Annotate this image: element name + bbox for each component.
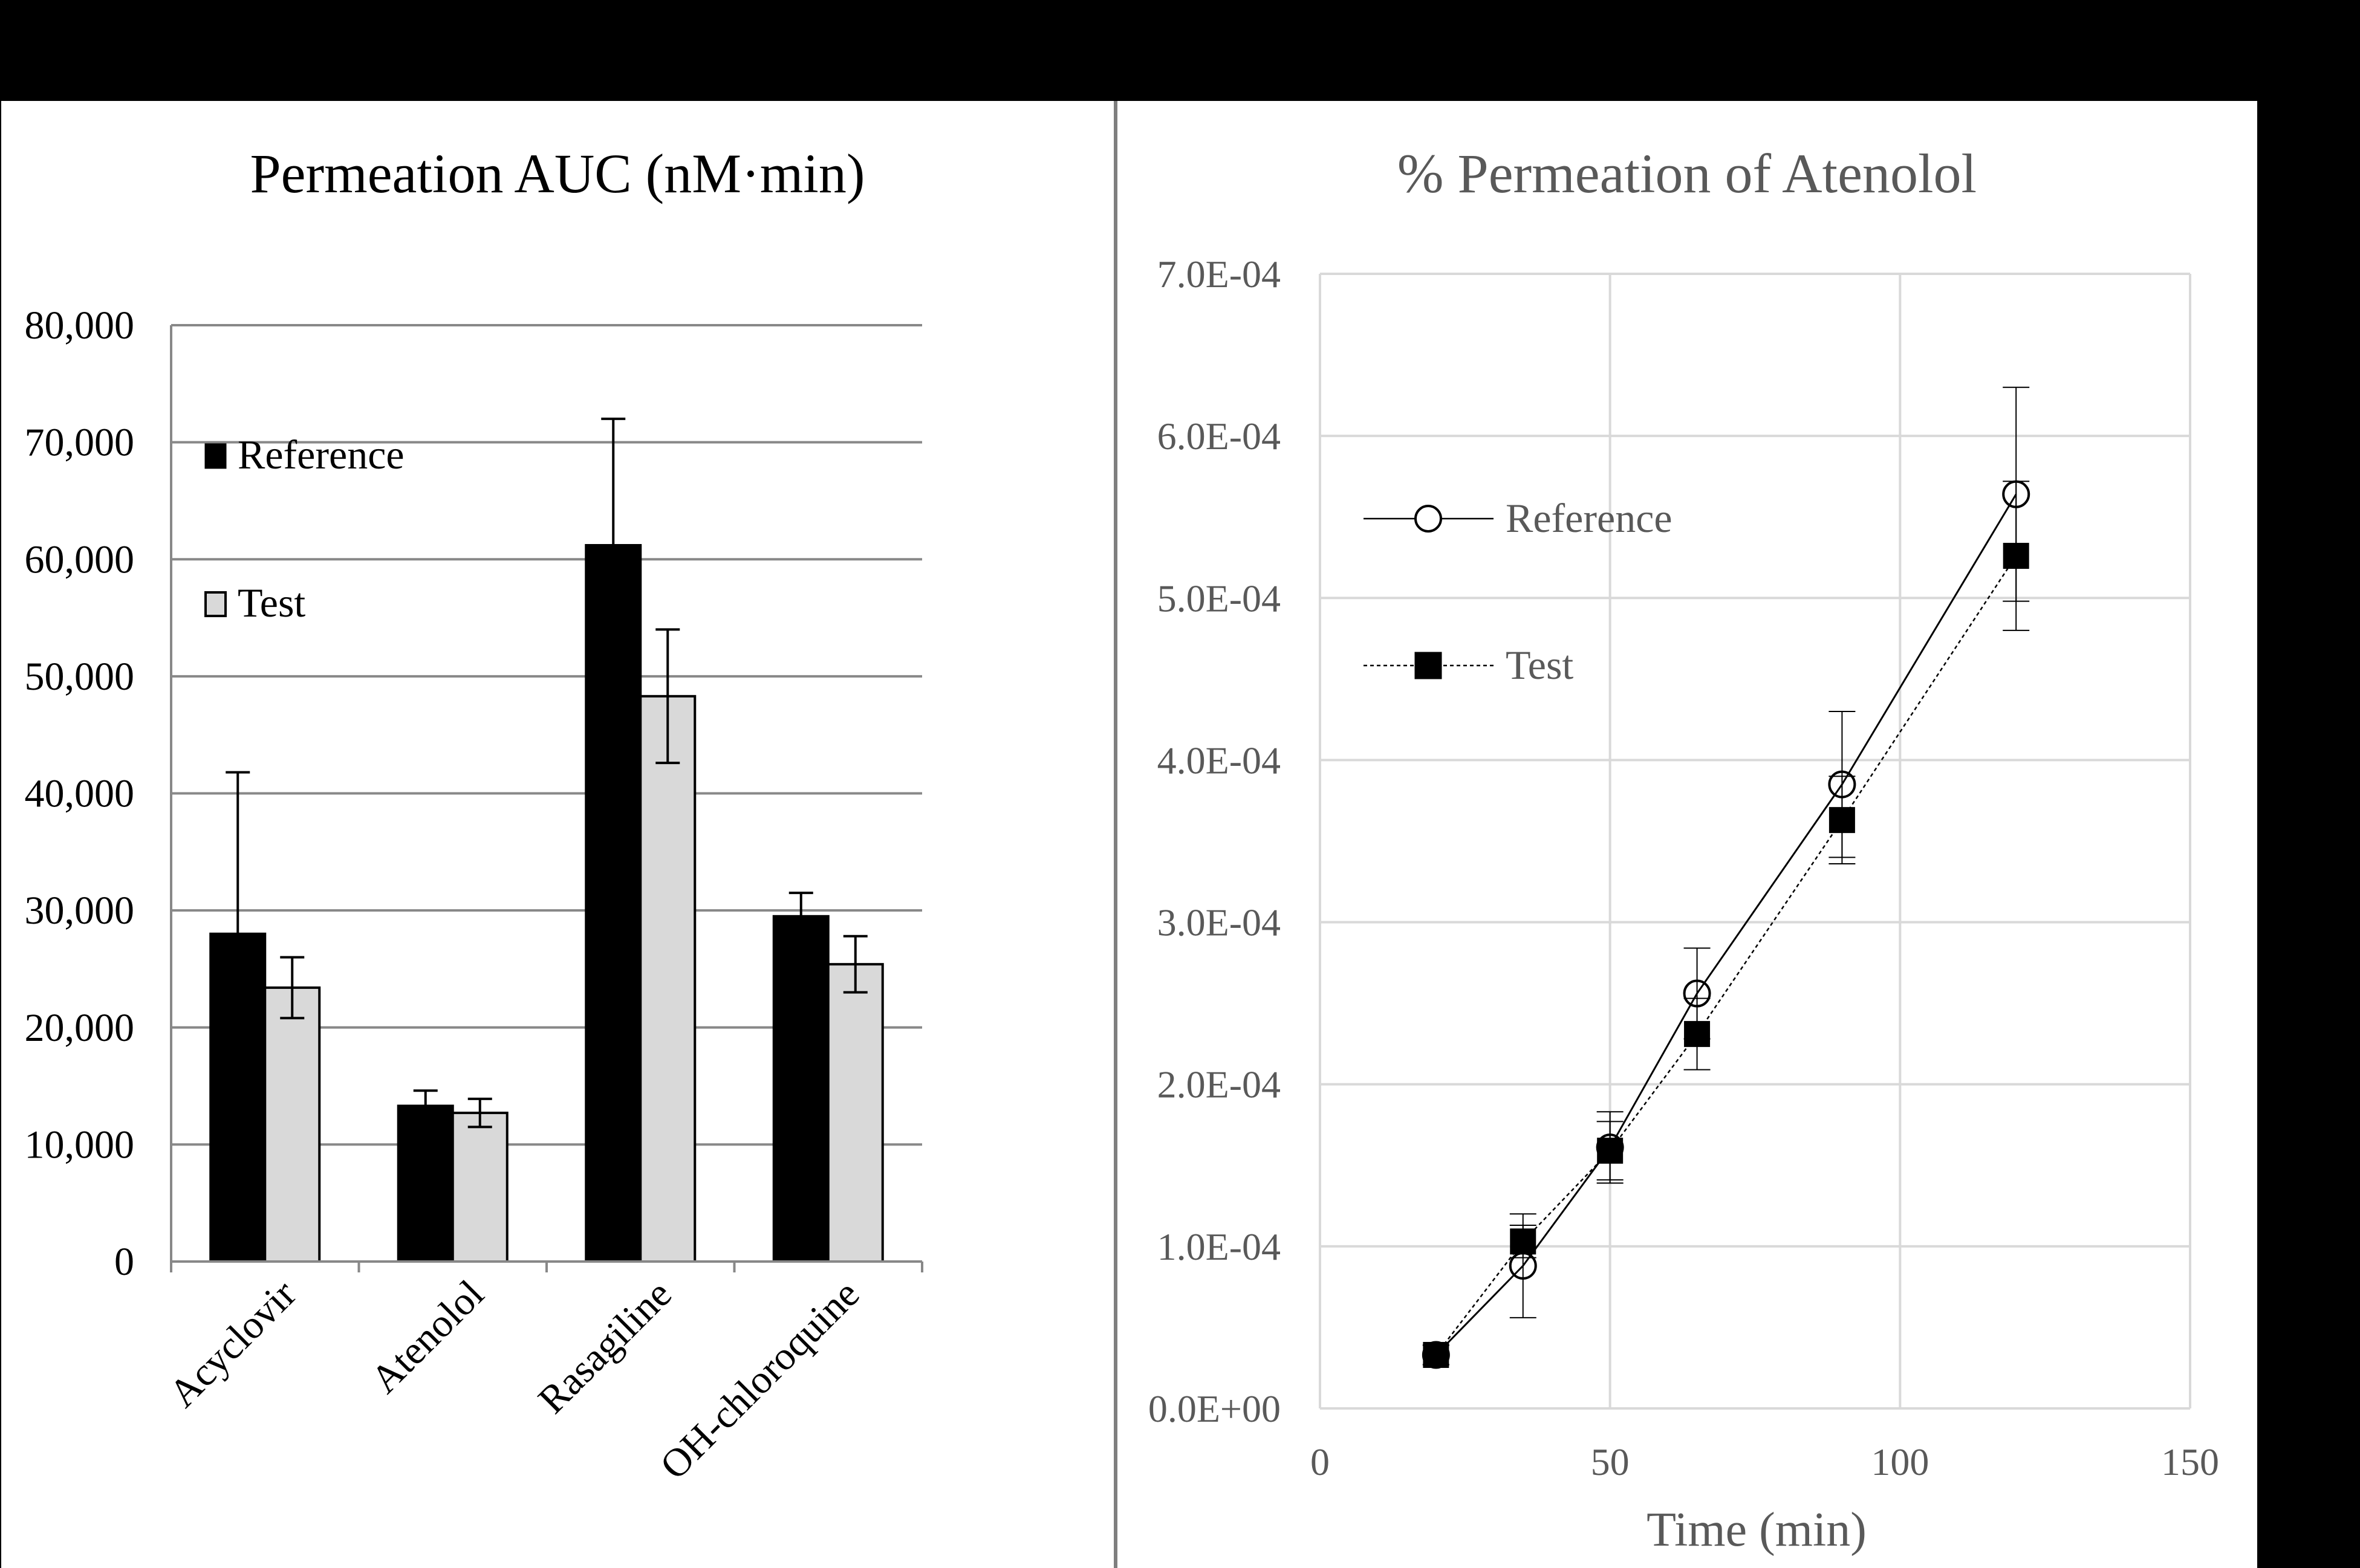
line-x-tick-label: 150 — [2161, 1440, 2219, 1483]
bar-y-tick-label: 0 — [114, 1240, 134, 1284]
bar-y-tick-label: 80,000 — [25, 303, 135, 348]
reference-point — [1422, 1341, 1450, 1369]
line-x-tick-label: 100 — [1871, 1440, 1929, 1483]
bar-test-rasagiline — [639, 695, 697, 1263]
line-y-tick-label: 2.0E-04 — [1157, 1063, 1281, 1106]
bar-error-bars — [226, 417, 868, 1129]
reference-point — [1509, 1252, 1537, 1280]
line-y-tick-label: 3.0E-04 — [1157, 901, 1281, 944]
legend-marker-reference — [1414, 505, 1442, 533]
bar-test-oh-chloroquine — [827, 963, 884, 1263]
line-gridlines — [1319, 273, 2191, 1410]
line-legend: Reference Test — [1364, 495, 1672, 688]
legend-marker-test — [1414, 652, 1442, 679]
series-line-test — [1435, 555, 2017, 1356]
legend-label-reference: Reference — [238, 432, 405, 478]
bar-test-atenolol — [451, 1112, 509, 1263]
line-chart-panel: % Permeation of Atenolol 0.0E+00 1.0E-04 2… — [1117, 101, 2257, 1568]
reference-point — [1683, 979, 1711, 1008]
bar-y-tick-label: 60,000 — [25, 537, 135, 582]
line-y-tick-label: 5.0E-04 — [1157, 577, 1281, 620]
bar-y-tick-label: 30,000 — [25, 889, 135, 933]
test-point — [1684, 1021, 1711, 1048]
line-chart-title: % Permeation of Atenolol — [1397, 143, 1977, 204]
line-x-tick-labels: 0 50 100 150 — [1310, 1440, 2219, 1483]
line-y-tick-labels: 0.0E+00 1.0E-04 2.0E-04 3.0E-04 4.0E-04 5.0E-… — [1148, 253, 1281, 1430]
line-y-tick-label: 0.0E+00 — [1148, 1387, 1281, 1430]
bar-y-tick-label: 10,000 — [25, 1123, 135, 1167]
line-x-tick-label: 50 — [1591, 1440, 1630, 1483]
reference-point — [2002, 480, 2030, 508]
bar-reference-atenolol — [397, 1104, 454, 1263]
bar-y-tick-label: 50,000 — [25, 655, 135, 699]
legend-label-test: Test — [238, 580, 305, 626]
bar-bars — [209, 544, 884, 1263]
legend-label-reference-line: Reference — [1506, 495, 1672, 541]
bar-test-acyclovir — [264, 986, 321, 1263]
bar-axes — [170, 325, 923, 1272]
bar-reference-oh-chloroquine — [772, 915, 830, 1263]
line-y-tick-label: 6.0E-04 — [1157, 415, 1281, 458]
test-point — [1510, 1228, 1536, 1255]
legend-swatch-reference — [204, 443, 227, 469]
series-line-reference — [1435, 493, 2017, 1356]
bar-chart-title: Permeation AUC (nM·min) — [250, 143, 865, 204]
line-y-tick-label: 4.0E-04 — [1157, 739, 1281, 782]
bar-y-tick-labels: 0 10,000 20,000 30,000 40,000 50,000 60,000 70,… — [25, 303, 135, 1284]
bar-y-tick-label: 40,000 — [25, 772, 135, 816]
line-y-tick-label: 1.0E-04 — [1157, 1225, 1281, 1268]
test-point — [2003, 543, 2029, 569]
line-y-tick-label: 7.0E-04 — [1157, 253, 1281, 296]
bar-chart-panel: Permeation AUC (nM·min) 0 10,000 20,000 30,… — [1, 101, 1114, 1568]
bar-y-tick-label: 20,000 — [25, 1006, 135, 1050]
test-point — [1829, 807, 1855, 834]
reference-point — [1596, 1133, 1624, 1162]
line-x-tick-label: 0 — [1310, 1440, 1330, 1483]
line-x-axis-label: Time (min) — [1646, 1503, 1867, 1557]
legend-swatch-test — [204, 591, 227, 617]
bar-y-tick-label: 70,000 — [25, 421, 135, 465]
reference-point — [1828, 770, 1856, 799]
bar-panel-background — [1, 101, 1114, 1568]
line-panel-background — [1117, 101, 2257, 1568]
panel-divider — [1114, 101, 1117, 1568]
bar-legend: Reference Test — [204, 432, 405, 626]
line-series — [1422, 386, 2030, 1369]
legend-label-test-line: Test — [1506, 642, 1573, 688]
